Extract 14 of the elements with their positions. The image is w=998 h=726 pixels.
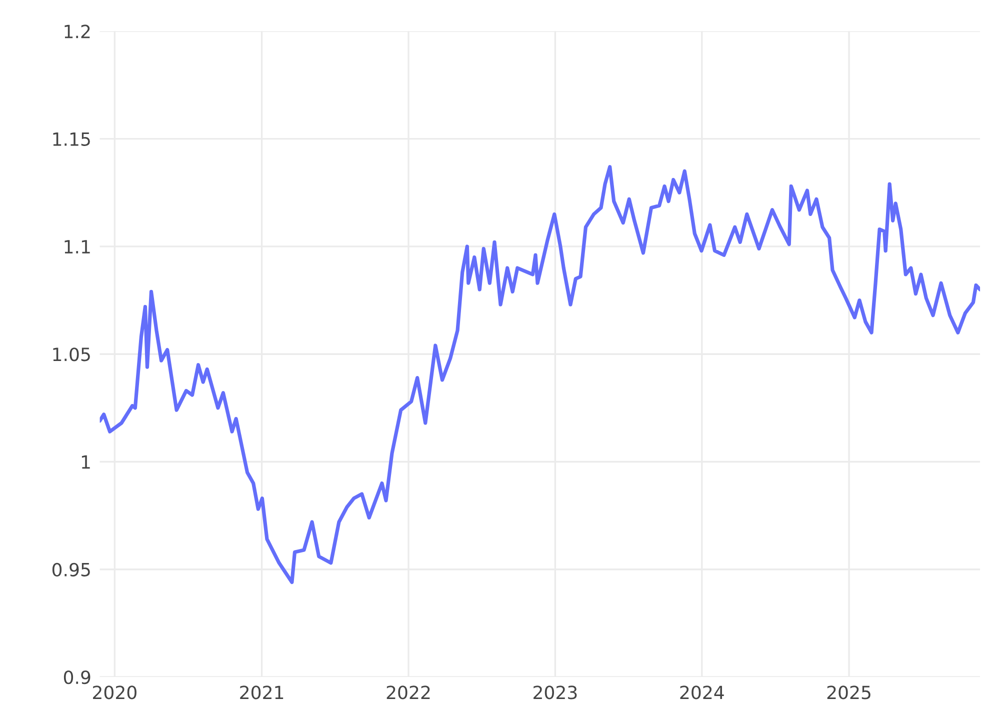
x-tick-label: 2024	[680, 686, 724, 700]
line-series	[100, 165, 980, 584]
y-tick-label: 1.2	[64, 24, 90, 38]
y-tick-label: 1.1	[64, 240, 90, 254]
x-tick-label: 2023	[534, 686, 577, 700]
x-tick-label: 2022	[386, 686, 430, 700]
y-tick-label: 1	[82, 455, 90, 469]
x-tick-label: 2025	[827, 686, 870, 700]
y-tick-label: 0.95	[52, 562, 90, 576]
y-tick-label: 1.15	[53, 132, 90, 146]
x-tick-label: 2020	[93, 686, 136, 700]
y-tick-label: 1.05	[53, 348, 90, 362]
x-tick-label: 2021	[240, 686, 284, 700]
y-tick-label: 0.9	[64, 670, 90, 684]
